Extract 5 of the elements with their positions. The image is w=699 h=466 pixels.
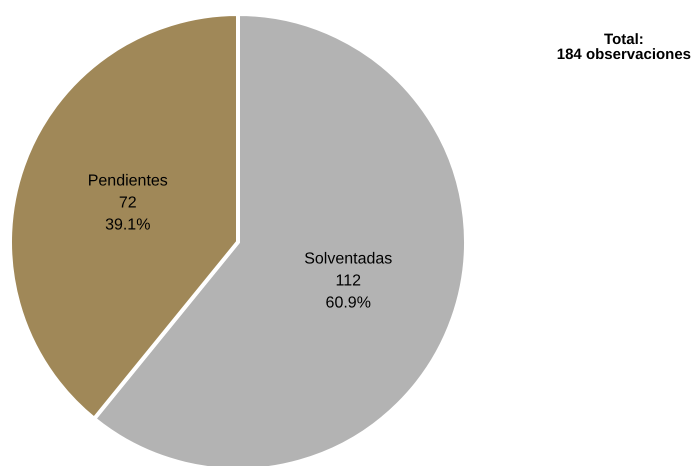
- data-label: 72 39.1%: [105, 194, 150, 234]
- slice-label: Pendientes: [88, 172, 168, 190]
- text: Total: 184 observaciones: [556, 31, 691, 63]
- slice-label: Solventadas: [304, 250, 392, 268]
- data-label: 112 60.9%: [326, 272, 371, 312]
